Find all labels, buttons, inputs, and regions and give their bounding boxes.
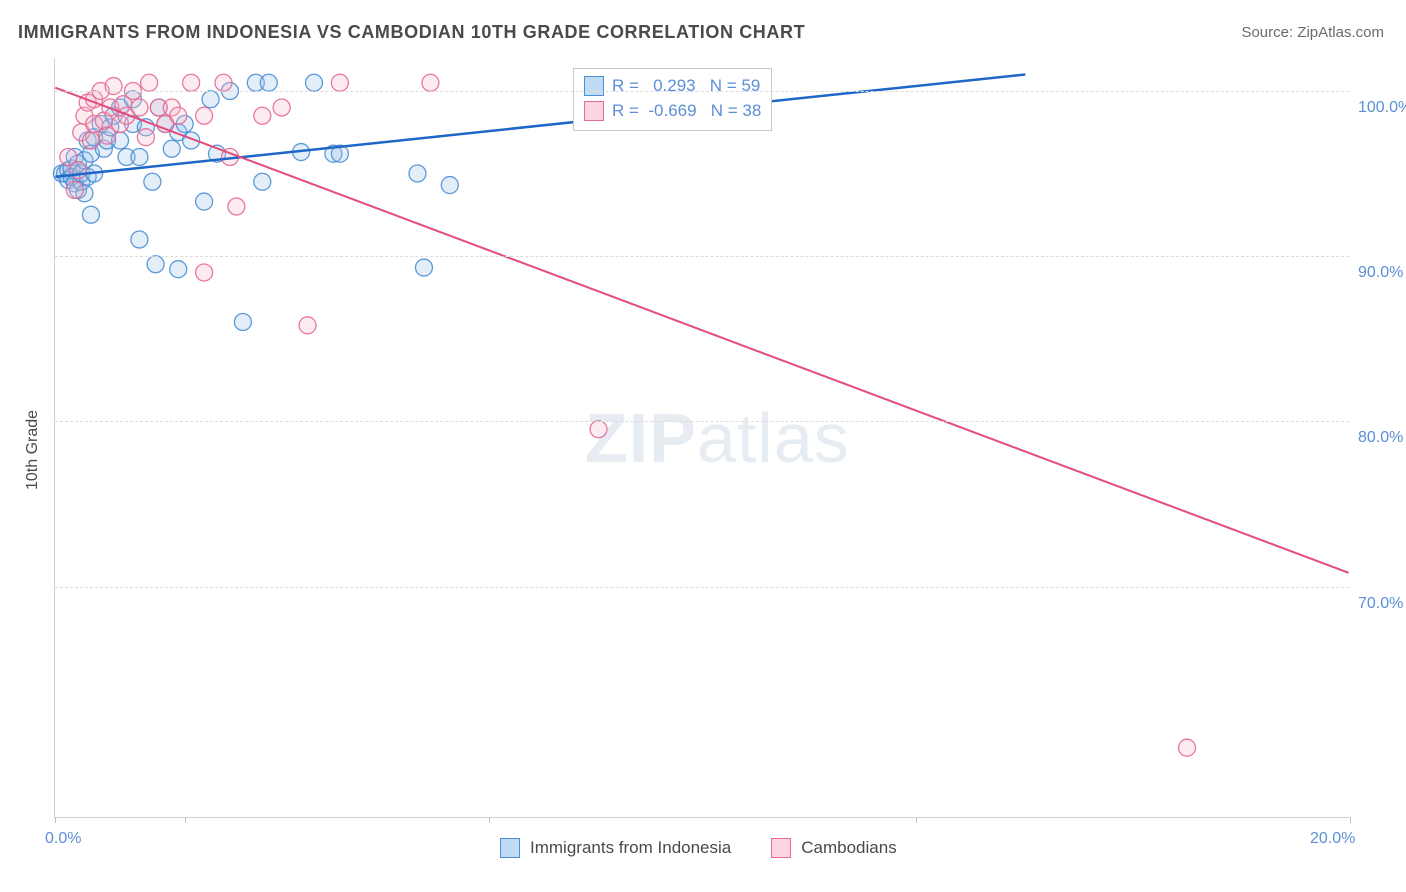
correlation-legend: R = 0.293 N = 59R = -0.669 N = 38 xyxy=(573,68,772,131)
data-point xyxy=(299,317,316,334)
legend-row: R = 0.293 N = 59 xyxy=(584,73,761,99)
y-tick-label: 70.0% xyxy=(1358,595,1403,613)
data-point xyxy=(273,99,290,116)
data-point xyxy=(254,173,271,190)
legend-swatch xyxy=(771,838,791,858)
data-point xyxy=(234,314,251,331)
y-axis-label: 10th Grade xyxy=(24,410,42,490)
plot-area: ZIPatlas R = 0.293 N = 59R = -0.669 N = … xyxy=(54,58,1349,818)
gridline xyxy=(55,421,1349,422)
series-legend: Immigrants from Indonesia Cambodians xyxy=(500,838,897,858)
data-point xyxy=(66,182,83,199)
data-point xyxy=(415,259,432,276)
data-point xyxy=(590,421,607,438)
data-point xyxy=(137,129,154,146)
legend-row: R = -0.669 N = 38 xyxy=(584,98,761,124)
data-point xyxy=(131,231,148,248)
regression-line xyxy=(55,75,1025,177)
data-point xyxy=(331,74,348,91)
data-point xyxy=(82,206,99,223)
data-point xyxy=(131,99,148,116)
data-point xyxy=(196,107,213,124)
legend-stats: R = -0.669 N = 38 xyxy=(612,98,761,124)
data-point xyxy=(170,261,187,278)
legend-item: Cambodians xyxy=(771,838,896,858)
y-tick-label: 90.0% xyxy=(1358,264,1403,282)
legend-item: Immigrants from Indonesia xyxy=(500,838,731,858)
source-attribution: Source: ZipAtlas.com xyxy=(1241,24,1384,41)
legend-swatch xyxy=(584,101,604,121)
data-point xyxy=(163,140,180,157)
data-point xyxy=(306,74,323,91)
x-tick xyxy=(1350,817,1351,823)
regression-line xyxy=(55,88,1348,573)
x-tick-label: 0.0% xyxy=(45,830,81,848)
legend-swatch xyxy=(584,76,604,96)
x-tick xyxy=(55,817,56,823)
legend-label: Immigrants from Indonesia xyxy=(530,838,731,858)
legend-swatch xyxy=(500,838,520,858)
data-point xyxy=(422,74,439,91)
x-tick-label: 20.0% xyxy=(1310,830,1355,848)
data-point xyxy=(147,256,164,273)
data-point xyxy=(141,74,158,91)
data-point xyxy=(441,177,458,194)
data-point xyxy=(409,165,426,182)
chart-page: IMMIGRANTS FROM INDONESIA VS CAMBODIAN 1… xyxy=(0,0,1406,892)
x-tick xyxy=(916,817,917,823)
data-point xyxy=(202,91,219,108)
data-point xyxy=(183,74,200,91)
gridline xyxy=(55,587,1349,588)
data-point xyxy=(196,264,213,281)
gridline xyxy=(55,91,1349,92)
data-point xyxy=(228,198,245,215)
legend-stats: R = 0.293 N = 59 xyxy=(612,73,760,99)
chart-svg xyxy=(55,58,1349,817)
x-tick xyxy=(489,817,490,823)
y-tick-label: 80.0% xyxy=(1358,429,1403,447)
data-point xyxy=(1178,739,1195,756)
gridline xyxy=(55,256,1349,257)
data-point xyxy=(144,173,161,190)
data-point xyxy=(196,193,213,210)
legend-label: Cambodians xyxy=(801,838,896,858)
data-point xyxy=(131,149,148,166)
data-point xyxy=(170,107,187,124)
data-point xyxy=(260,74,277,91)
data-point xyxy=(254,107,271,124)
data-point xyxy=(215,74,232,91)
y-tick-label: 100.0% xyxy=(1358,99,1406,117)
x-tick xyxy=(185,817,186,823)
chart-title: IMMIGRANTS FROM INDONESIA VS CAMBODIAN 1… xyxy=(18,22,805,43)
data-point xyxy=(82,132,99,149)
